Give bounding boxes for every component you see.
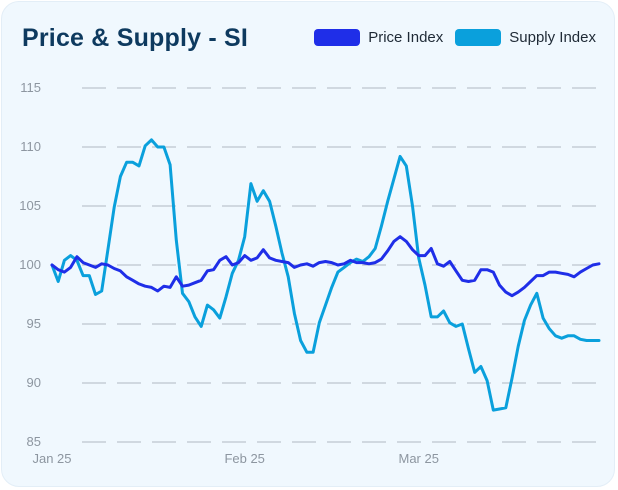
legend-label-price: Price Index xyxy=(368,29,444,46)
chart-legend: Price Index Supply Index xyxy=(302,29,596,46)
x-tick-label-feb-25: Feb 25 xyxy=(224,451,264,466)
legend-swatch-price xyxy=(314,29,361,46)
chart-title: Price & Supply - SI xyxy=(22,24,249,52)
legend-swatch-supply xyxy=(455,29,502,46)
series-line-price-index xyxy=(50,235,601,298)
x-tick-label-mar-25: Mar 25 xyxy=(399,451,439,466)
y-tick-label-85: 85 xyxy=(27,434,41,449)
y-tick-label-115: 115 xyxy=(20,80,41,95)
series-line-supply-index xyxy=(50,138,601,412)
y-tick-label-95: 95 xyxy=(27,316,41,331)
legend-label-supply: Supply Index xyxy=(509,29,596,46)
x-tick-label-jan-25: Jan 25 xyxy=(32,451,71,466)
y-tick-label-110: 110 xyxy=(20,139,41,154)
y-tick-label-105: 105 xyxy=(19,198,41,213)
legend-item-supply[interactable]: Supply Index xyxy=(455,29,596,46)
legend-item-price[interactable]: Price Index xyxy=(314,29,443,46)
y-tick-label-100: 100 xyxy=(19,257,41,272)
y-tick-label-90: 90 xyxy=(27,375,41,390)
